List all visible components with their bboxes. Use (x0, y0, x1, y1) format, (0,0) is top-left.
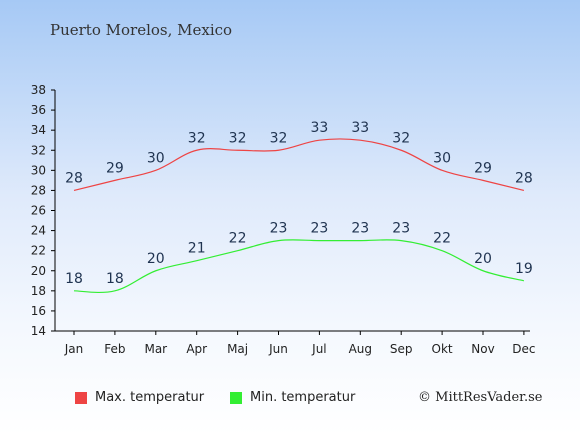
y-tick-label: 22 (31, 244, 46, 258)
x-tick-label: Maj (227, 342, 248, 356)
data-label-max: 32 (392, 130, 410, 146)
x-tick-label: Mar (144, 342, 167, 356)
copyright-text: © MittResVader.se (418, 390, 543, 405)
x-tick-label: Okt (432, 342, 453, 356)
data-label-max: 32 (188, 130, 206, 146)
y-tick-label: 30 (31, 163, 46, 177)
y-tick-label: 26 (31, 204, 46, 218)
y-tick-label: 34 (31, 123, 46, 137)
x-tick-label: Apr (186, 342, 207, 356)
data-label-max: 33 (310, 120, 328, 136)
legend-label-max: Max. temperatur (95, 390, 205, 405)
data-label-max: 28 (65, 170, 83, 186)
data-label-min: 20 (147, 251, 165, 267)
legend-item-min: Min. temperatur (230, 390, 355, 405)
y-tick-label: 28 (31, 183, 46, 197)
data-label-min: 19 (515, 261, 533, 277)
legend-item-max: Max. temperatur (75, 390, 204, 405)
data-label-max: 29 (474, 160, 492, 176)
x-tick-label: Jul (311, 342, 326, 356)
y-tick-label: 38 (31, 83, 46, 97)
x-tick-label: Sep (390, 342, 413, 356)
x-tick-label: Jun (268, 342, 288, 356)
y-tick-label: 16 (31, 304, 46, 318)
data-label-min: 23 (392, 221, 410, 237)
data-label-max: 29 (106, 160, 124, 176)
x-tick-label: Aug (349, 342, 372, 356)
data-label-max: 30 (433, 150, 451, 166)
y-tick-label: 32 (31, 143, 46, 157)
x-tick-label: Jan (64, 342, 84, 356)
data-label-min: 18 (65, 271, 83, 287)
x-tick-label: Feb (104, 342, 125, 356)
y-tick-label: 36 (31, 103, 46, 117)
data-label-max: 28 (515, 170, 533, 186)
legend-swatch-max (75, 391, 87, 404)
data-label-min: 22 (229, 231, 247, 247)
x-tick-label: Nov (471, 342, 494, 356)
data-label-max: 30 (147, 150, 165, 166)
y-tick-label: 20 (31, 264, 46, 278)
legend-swatch-min (230, 391, 242, 404)
series-line-max (73, 138, 525, 191)
data-label-min: 23 (270, 221, 288, 237)
data-label-min: 18 (106, 271, 124, 287)
y-tick-label: 14 (31, 324, 46, 338)
data-label-min: 21 (188, 241, 206, 257)
data-label-min: 20 (474, 251, 492, 267)
chart-title: Puerto Morelos, Mexico (50, 21, 233, 39)
data-label-min: 22 (433, 231, 451, 247)
data-label-min: 23 (310, 221, 328, 237)
data-label-max: 32 (270, 130, 288, 146)
legend-label-min: Min. temperatur (250, 390, 356, 405)
y-tick-label: 18 (31, 284, 46, 298)
y-tick-label: 24 (31, 224, 46, 238)
x-tick-label: Dec (512, 342, 535, 356)
series-line-min (73, 239, 525, 294)
data-label-max: 33 (351, 120, 369, 136)
data-label-min: 23 (351, 221, 369, 237)
data-label-max: 32 (229, 130, 247, 146)
